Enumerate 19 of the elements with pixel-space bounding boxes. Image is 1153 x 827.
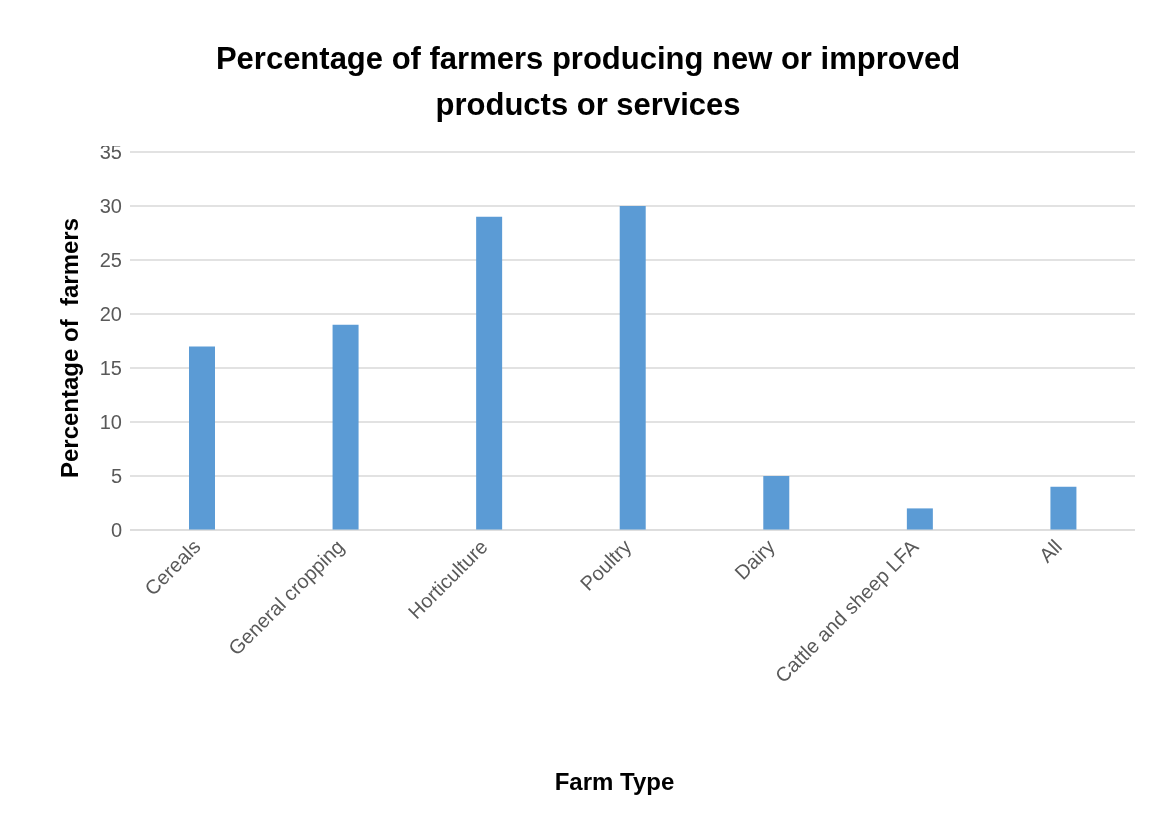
y-tick-label: 10 <box>99 411 122 434</box>
x-axis-title: Farm Type <box>553 768 676 796</box>
bar <box>189 346 215 530</box>
bar <box>763 476 790 530</box>
y-tick-label: 0 <box>110 519 122 542</box>
y-tick-label: 30 <box>99 195 122 218</box>
bar <box>332 324 359 530</box>
bar <box>619 206 646 530</box>
x-tick-label: All <box>1034 535 1067 567</box>
y-tick-label: 20 <box>99 303 122 326</box>
y-tick-label: 25 <box>99 249 122 272</box>
chart-title: Percentage of farmers producing new or improved products or services <box>214 40 962 124</box>
bar <box>1050 486 1077 530</box>
y-tick-label: 35 <box>99 141 122 164</box>
y-axis-title: Percentage of farmers <box>56 217 84 479</box>
y-tick-label: 15 <box>99 357 122 380</box>
bar <box>476 216 503 530</box>
bar <box>906 508 933 530</box>
y-tick-label: 5 <box>110 465 122 488</box>
